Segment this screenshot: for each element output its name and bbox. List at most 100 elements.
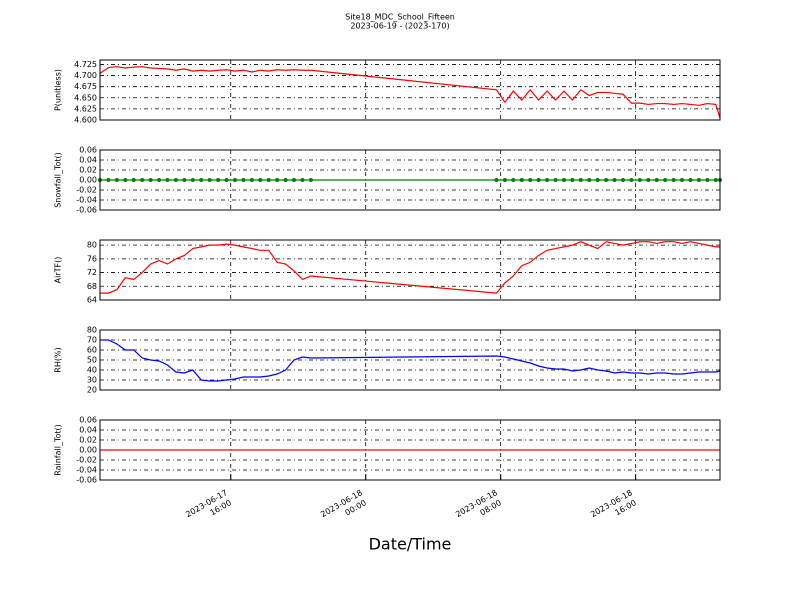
data-point: [696, 178, 701, 182]
y-axis-label: P(unitless): [54, 69, 63, 111]
y-tick-label: -0.02: [76, 186, 97, 195]
data-point: [232, 178, 237, 182]
data-point: [300, 178, 305, 182]
data-point: [620, 178, 625, 182]
data-point: [292, 178, 297, 182]
data-line: [100, 339, 721, 382]
data-point: [612, 178, 617, 182]
data-point: [275, 178, 280, 182]
y-tick-label: 40: [87, 366, 97, 375]
y-axis-label: Snowfall_Tot(): [54, 152, 63, 208]
data-point: [604, 178, 609, 182]
y-tick-label: 0.06: [79, 146, 97, 155]
y-tick-label: 20: [87, 386, 97, 395]
data-point: [595, 178, 600, 182]
y-tick-label: 70: [87, 336, 97, 345]
data-line: [99, 66, 721, 118]
y-tick-label: 80: [87, 241, 97, 250]
data-point: [249, 178, 254, 182]
y-tick-label: -0.06: [76, 476, 97, 485]
data-point: [199, 178, 204, 182]
y-tick-label: 0.00: [79, 176, 97, 185]
data-point: [663, 178, 668, 182]
data-point: [671, 178, 676, 182]
data-point: [587, 178, 592, 182]
y-tick-label: 0.02: [79, 166, 97, 175]
chart-subtitle: 2023-06-19 - (2023-170): [350, 22, 449, 31]
data-point: [688, 178, 693, 182]
data-point: [654, 178, 659, 182]
y-tick-label: 60: [87, 346, 97, 355]
data-point: [545, 178, 550, 182]
y-tick-label: 4.700: [74, 71, 97, 80]
data-point: [561, 178, 566, 182]
y-tick-label: -0.04: [76, 466, 97, 475]
data-point: [637, 178, 642, 182]
data-point: [511, 178, 516, 182]
y-tick-label: 4.650: [74, 93, 97, 102]
y-tick-label: 64: [87, 296, 97, 305]
data-point: [308, 178, 313, 182]
axes-frame: [99, 149, 721, 211]
data-point: [646, 178, 651, 182]
data-line: [100, 241, 720, 294]
data-point: [157, 178, 162, 182]
axes-frame: [99, 239, 721, 301]
y-tick-label: 4.600: [74, 116, 97, 125]
data-point: [106, 178, 111, 182]
axes-frame: [99, 329, 721, 391]
y-tick-label: 4.675: [74, 82, 97, 91]
data-point: [519, 178, 524, 182]
y-axis-label: RH(%): [54, 347, 63, 372]
y-tick-label: 68: [87, 282, 97, 291]
y-tick-label: 0.06: [79, 416, 97, 425]
y-axis-label: AirTF(): [54, 257, 63, 284]
data-point: [148, 178, 153, 182]
y-tick-label: 0.04: [79, 156, 97, 165]
y-tick-label: 0.04: [79, 426, 97, 435]
x-axis-label: Date/Time: [369, 535, 452, 554]
data-point: [131, 178, 136, 182]
y-tick-label: -0.02: [76, 456, 97, 465]
data-point: [165, 178, 170, 182]
data-point: [114, 178, 119, 182]
data-point: [258, 178, 263, 182]
data-point: [241, 178, 246, 182]
data-point: [578, 178, 583, 182]
y-tick-label: 76: [87, 254, 97, 263]
y-tick-label: 4.625: [74, 104, 97, 113]
data-point: [494, 178, 499, 182]
y-tick-label: 72: [87, 268, 97, 277]
data-point: [570, 178, 575, 182]
y-axis-label: Rainfall_Tot(): [54, 424, 63, 476]
data-point: [182, 178, 187, 182]
y-tick-label: -0.06: [76, 206, 97, 215]
axes-frame: [99, 419, 721, 481]
data-point: [140, 178, 145, 182]
data-point: [680, 178, 685, 182]
data-point: [283, 178, 288, 182]
data-point: [266, 178, 271, 182]
data-point: [713, 178, 718, 182]
data-point: [705, 178, 710, 182]
y-tick-label: 4.725: [74, 60, 97, 69]
data-point: [207, 178, 212, 182]
data-point: [216, 178, 221, 182]
y-tick-label: -0.04: [76, 196, 97, 205]
data-point: [502, 178, 507, 182]
data-point: [224, 178, 229, 182]
y-tick-label: 0.02: [79, 436, 97, 445]
data-point: [553, 178, 558, 182]
chart-title: Site18_MDC_School_Fifteen: [345, 13, 455, 22]
data-point: [536, 178, 541, 182]
y-tick-label: 0.00: [79, 446, 97, 455]
y-tick-label: 80: [87, 326, 97, 335]
data-point: [173, 178, 178, 182]
data-point: [629, 178, 634, 182]
data-point: [528, 178, 533, 182]
y-tick-label: 30: [87, 376, 97, 385]
y-tick-label: 50: [87, 356, 97, 365]
data-point: [190, 178, 195, 182]
axes-frame: [99, 59, 721, 121]
